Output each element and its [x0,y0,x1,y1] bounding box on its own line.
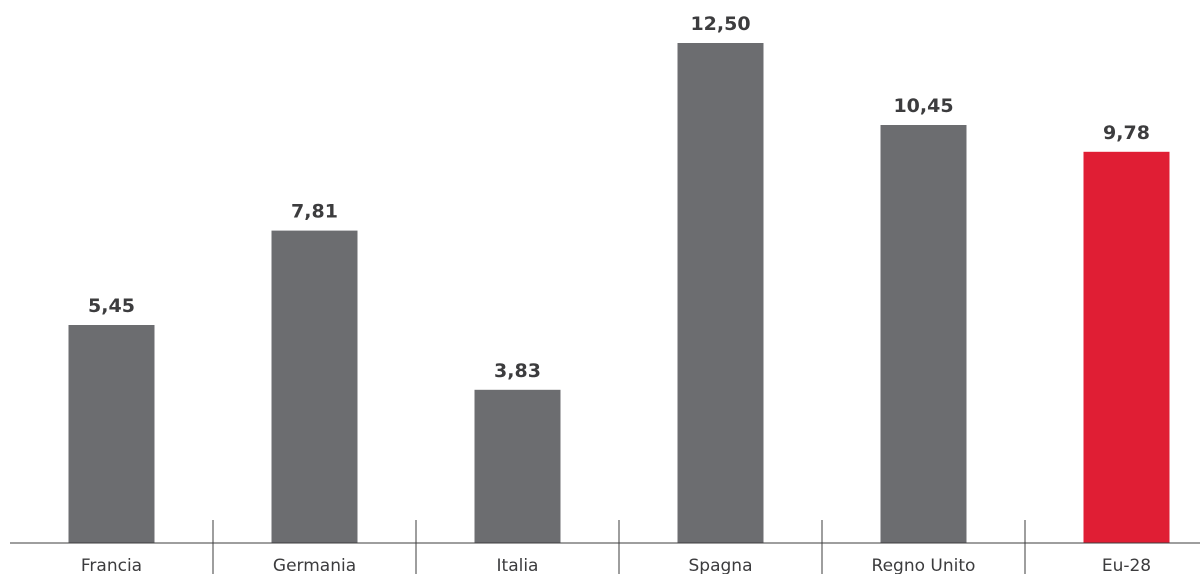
category-labels-layer: Francia Germania Italia Spagna Regno Unito Eu… [81,556,1151,574]
data-label: 7,81 [291,201,338,223]
data-label: 5,45 [88,295,135,317]
category-label: Francia [81,556,142,574]
bars-layer [68,43,1170,544]
category-label: Germania [273,556,356,574]
bar-regno-unito [880,125,967,543]
value-labels-layer: 5,45 7,81 3,83 12,50 10,45 9,78 [88,13,1150,382]
bar-spagna [677,43,764,543]
category-label: Regno Unito [872,556,976,574]
bar-eu-28 [1083,151,1170,544]
data-label: 10,45 [893,95,953,117]
data-label: 9,78 [1103,122,1150,144]
bar-francia [68,325,155,543]
data-label: 3,83 [494,360,541,382]
category-label: Eu-28 [1102,556,1151,574]
bar-germania [271,230,358,543]
category-label: Spagna [689,556,753,574]
bar-italia [474,389,561,543]
data-label: 12,50 [690,13,750,35]
category-separators [212,520,1026,574]
category-label: Italia [497,556,539,574]
